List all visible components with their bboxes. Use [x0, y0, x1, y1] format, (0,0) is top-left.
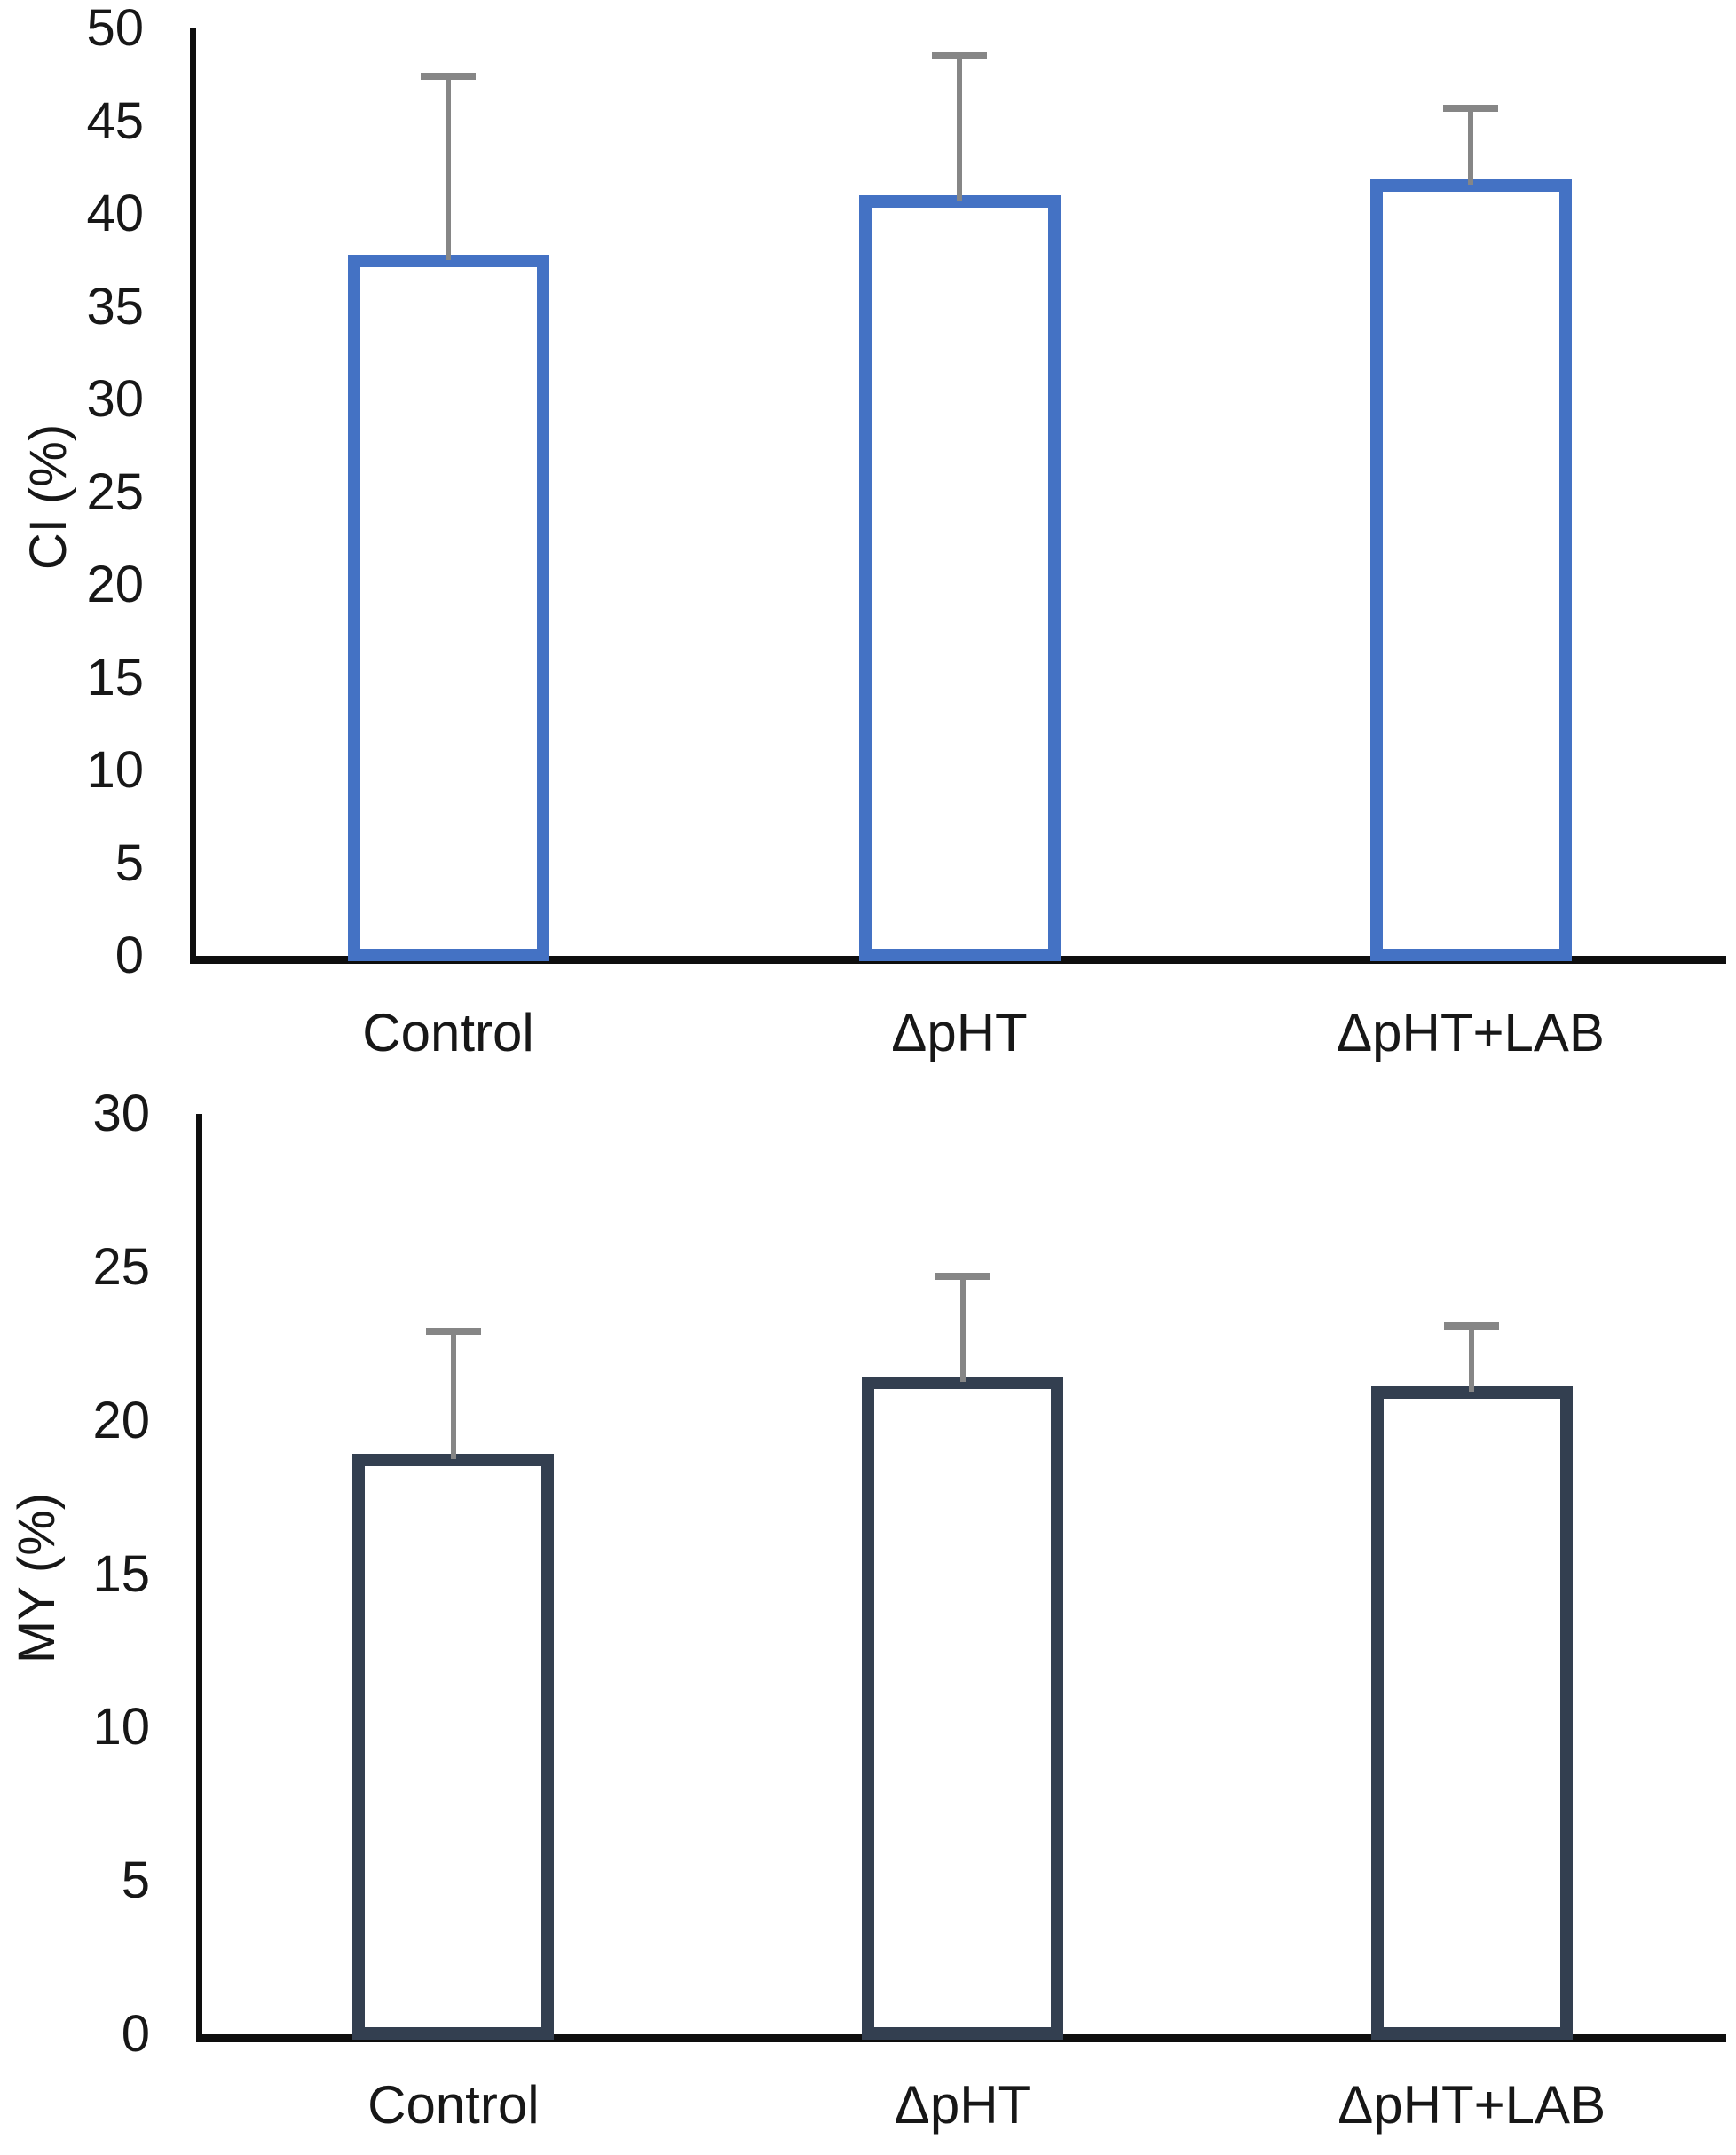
- category-label: Control: [367, 2075, 540, 2135]
- y-tick-label: 10: [86, 741, 144, 799]
- bar-control: [352, 1453, 555, 2040]
- category-label: ΔpHT+LAB: [1337, 1003, 1605, 1062]
- y-tick-label: 45: [86, 91, 144, 150]
- y-tick-label: 5: [114, 833, 144, 892]
- bar--pht-lab: [1370, 1385, 1573, 2040]
- bar--pht: [862, 1377, 1063, 2040]
- y-axis-line: [190, 28, 196, 956]
- category-label: ΔpHT+LAB: [1338, 2075, 1606, 2135]
- y-tick-label: 0: [114, 927, 144, 984]
- error-bar-cap: [935, 1273, 990, 1281]
- y-tick-label: 25: [86, 462, 144, 521]
- y-tick-label: 30: [92, 1085, 150, 1142]
- y-tick-label: 0: [121, 2005, 150, 2063]
- y-tick-label: 15: [86, 648, 144, 706]
- y-tick-label: 15: [92, 1544, 150, 1603]
- error-bar-stem: [959, 1276, 966, 1383]
- y-tick-label: 20: [92, 1391, 150, 1449]
- error-bar-stem: [450, 1331, 456, 1459]
- y-tick-label: 20: [86, 556, 144, 613]
- y-axis-line: [196, 1114, 202, 2034]
- error-bar-stem: [1469, 1325, 1475, 1392]
- y-tick-label: 40: [86, 185, 144, 242]
- y-tick-label: 30: [86, 370, 144, 428]
- y-tick-label: 10: [92, 1698, 150, 1756]
- y-tick-label: 5: [121, 1851, 150, 1910]
- error-bar-stem: [446, 76, 451, 261]
- category-label: ΔpHT: [894, 2075, 1031, 2135]
- bar-control: [347, 255, 549, 961]
- error-bar-cap: [425, 1328, 481, 1336]
- bar--pht-lab: [1369, 178, 1572, 961]
- error-bar-cap: [421, 73, 476, 81]
- error-bar-stem: [1468, 107, 1473, 185]
- y-tick-label: 50: [86, 0, 144, 57]
- error-bar-cap: [932, 52, 987, 60]
- error-bar-stem: [957, 56, 962, 201]
- error-bar-cap: [1443, 104, 1498, 112]
- y-tick-label: 35: [86, 277, 144, 335]
- bar--pht: [858, 195, 1061, 961]
- category-label: ΔpHT: [891, 1003, 1028, 1062]
- y-tick-label: 25: [92, 1237, 150, 1296]
- category-label: Control: [362, 1003, 534, 1062]
- error-bar-cap: [1444, 1322, 1500, 1330]
